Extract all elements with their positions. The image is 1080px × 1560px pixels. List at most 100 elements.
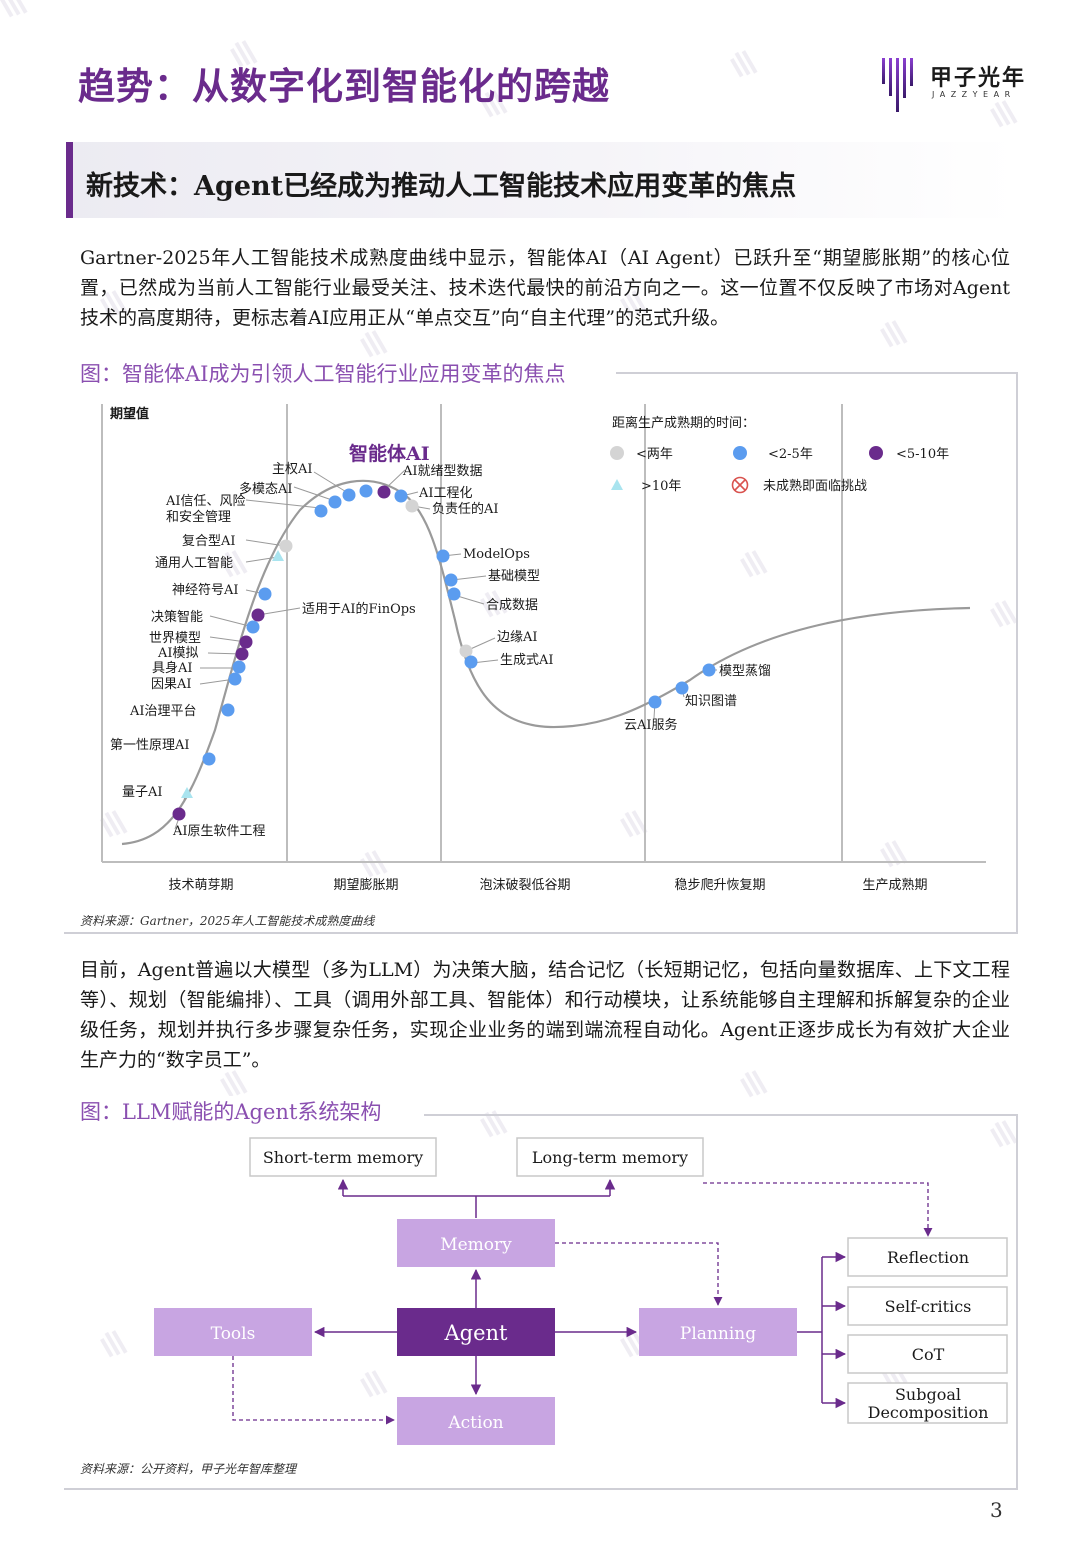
hype-points xyxy=(172,484,716,821)
subgoal-box xyxy=(847,1382,1008,1424)
point-genai xyxy=(464,655,478,669)
point-agi xyxy=(272,550,284,561)
point-label: 模型蒸馏 xyxy=(719,664,771,679)
point-label: AI信任、风险 xyxy=(165,494,246,509)
point-label: 世界模型 xyxy=(149,631,201,646)
self-critics-label: Self-critics xyxy=(885,1297,972,1316)
action-label: Action xyxy=(447,1413,503,1433)
point-label: 边缘AI xyxy=(497,630,538,645)
figure-rule xyxy=(616,372,1018,374)
section-accent-bar xyxy=(66,142,73,218)
figure1-title: 图：智能体AI成为引领人工智能行业应用变革的焦点 xyxy=(80,358,588,388)
hype-cycle-chart: 期望值 距离生产成熟期的时间： <两年 <2-5年 <5-10年 >10年 未成… xyxy=(101,404,986,893)
legend-title: 距离生产成熟期的时间： xyxy=(612,415,755,431)
body-paragraph: 目前，Agent普遍以大模型（多为LLM）为决策大脑，结合记忆（长短期记忆，包括… xyxy=(80,959,1010,1071)
legend-purple-dot xyxy=(869,446,883,460)
legend-label: <2-5年 xyxy=(768,447,813,462)
point-edge-ai xyxy=(459,644,473,658)
planning-label: Planning xyxy=(680,1324,756,1344)
phase-label: 生产成熟期 xyxy=(862,877,927,893)
point-label: 具身AI xyxy=(152,660,193,676)
point-knowledge-graph xyxy=(675,681,689,695)
point-label: 云AI服务 xyxy=(624,717,678,733)
action-node xyxy=(397,1397,555,1445)
subgoal-label: Subgoal xyxy=(895,1385,961,1404)
tools-label: Tools xyxy=(211,1324,256,1344)
logo-subtext: JAZZYEAR xyxy=(932,90,1016,99)
legend-label: <5-10年 xyxy=(896,447,949,462)
highlight-label: 智能体AI xyxy=(349,442,430,465)
figure1-source: 资料来源：Gartner，2025年人工智能技术成熟度曲线 xyxy=(80,914,375,928)
point-label: 合成数据 xyxy=(486,598,538,613)
point-label: 决策智能 xyxy=(151,609,203,625)
agent-label: Agent xyxy=(444,1321,509,1345)
point-composite-ai xyxy=(279,539,293,553)
point-ai-ready-data xyxy=(377,485,391,499)
phase-label: 技术萌芽期 xyxy=(168,878,233,893)
hype-curve xyxy=(121,479,971,846)
point-label: 多模态AI xyxy=(239,481,293,497)
legend: 距离生产成熟期的时间： <两年 <2-5年 <5-10年 >10年 未成熟即面临… xyxy=(610,415,949,494)
point-finops xyxy=(251,608,265,622)
point-label: 和安全管理 xyxy=(166,509,231,525)
reflection-label: Reflection xyxy=(887,1248,969,1267)
point-label: 神经符号AI xyxy=(172,582,239,598)
point-responsible-ai xyxy=(405,499,419,513)
legend-label: <两年 xyxy=(636,447,673,462)
hype-cycle-frame xyxy=(64,372,1018,934)
point-ai-native-software xyxy=(172,807,186,821)
long-term-memory-box xyxy=(516,1137,704,1177)
logo-icon xyxy=(882,58,913,112)
point-label: 适用于AI的FinOps xyxy=(302,601,416,617)
memory-node xyxy=(397,1219,555,1267)
decomposition-label: Decomposition xyxy=(868,1403,989,1422)
point-label: 基础模型 xyxy=(488,569,540,584)
point-first-principles-ai xyxy=(202,752,216,766)
point-ai-governance xyxy=(221,703,235,717)
point-label: 生成式AI xyxy=(500,653,554,668)
point-synthetic-data xyxy=(447,587,461,601)
point-label: 通用人工智能 xyxy=(155,556,233,571)
point-label: 负责任的AI xyxy=(432,501,499,517)
point-label: 因果AI xyxy=(151,677,192,692)
point-label: 主权AI xyxy=(272,461,313,477)
agent-node xyxy=(397,1308,555,1356)
short-term-memory-box xyxy=(249,1137,437,1177)
point-embodied-ai xyxy=(232,660,246,674)
point-world-model xyxy=(239,635,253,649)
legend-cross-circle-icon xyxy=(731,476,749,494)
brand-logo: 甲子光年 JAZZYEAR xyxy=(880,56,1030,116)
point-cloud-ai xyxy=(648,695,662,709)
tools-node xyxy=(154,1308,312,1356)
y-axis-label: 期望值 xyxy=(110,406,149,422)
phase-label: 期望膨胀期 xyxy=(333,877,398,893)
memory-label: Memory xyxy=(440,1235,512,1255)
point-foundation-models xyxy=(444,573,458,587)
point-agentic-ai xyxy=(359,484,373,498)
point-label: 知识图谱 xyxy=(685,693,737,709)
point-quantum-ai xyxy=(181,787,193,798)
arrow-tools-action xyxy=(232,1356,395,1425)
page-number: 3 xyxy=(990,1498,1003,1522)
point-label: AI原生软件工程 xyxy=(172,824,266,839)
cot-box xyxy=(847,1334,1008,1374)
phase-label: 稳步爬升恢复期 xyxy=(674,877,765,893)
point-sovereign-ai xyxy=(342,488,356,502)
self-critics-box xyxy=(847,1286,1008,1326)
figure-rule xyxy=(424,1114,1018,1116)
arrow-ltm-reflection xyxy=(703,1182,933,1237)
figure2-title: 图：LLM赋能的Agent系统架构 xyxy=(80,1096,404,1126)
logo-text: 甲子光年 xyxy=(930,65,1027,91)
section-title: 新技术：Agent已经成为推动人工智能技术应用变革的焦点 xyxy=(86,171,797,202)
short-term-memory-label: Short-term memory xyxy=(263,1148,423,1167)
point-label: AI就绪型数据 xyxy=(402,464,483,479)
point-ai-simulation xyxy=(235,647,249,661)
legend-gray-dot xyxy=(610,446,624,460)
intro-paragraph: Gartner-2025年人工智能技术成熟度曲线中显示，智能体AI（AI Age… xyxy=(80,247,1010,329)
point-label: AI治理平台 xyxy=(129,704,197,719)
point-label: 复合型AI xyxy=(182,534,236,549)
agent-architecture-diagram: Short-term memory Long-term memory Memor… xyxy=(154,1137,1008,1445)
point-label: AI模拟 xyxy=(157,646,199,661)
section-header: 新技术：Agent已经成为推动人工智能技术应用变革的焦点 xyxy=(66,142,1016,218)
point-causal-ai xyxy=(228,672,242,686)
